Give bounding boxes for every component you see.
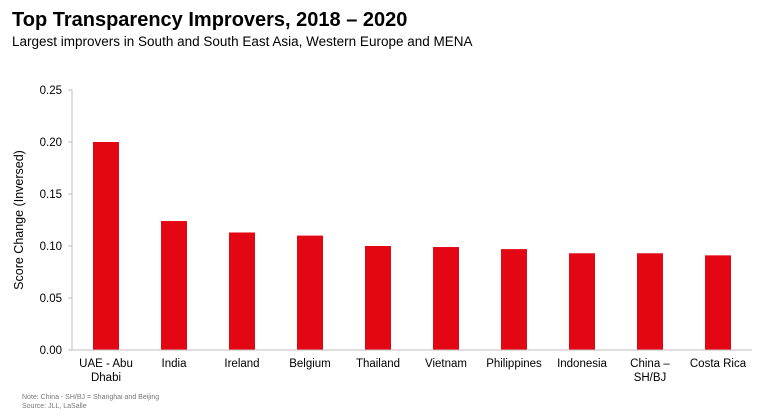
x-tick-label-line: Philippines — [486, 358, 542, 370]
x-tick-label: Philippines — [486, 358, 542, 370]
x-tick-label-line: Dhabi — [91, 372, 121, 384]
x-tick-label: Indonesia — [557, 358, 607, 370]
bar-costa-rica — [705, 255, 731, 350]
x-tick-label-line: India — [162, 358, 188, 370]
x-tick-label-line: SH/BJ — [634, 372, 667, 384]
bar-vietnam — [433, 247, 459, 350]
y-tick-label: 0.25 — [40, 85, 62, 97]
x-tick-label-line: Thailand — [356, 358, 400, 370]
bar-belgium — [297, 235, 323, 350]
bar-china-sh-bj — [637, 253, 663, 350]
bar-ireland — [229, 232, 255, 350]
x-tick-label-line: Vietnam — [425, 358, 467, 370]
footnotes: Note: China - SH/BJ = Shanghai and Beiji… — [22, 393, 159, 411]
chart-title: Top Transparency Improvers, 2018 – 2020 — [12, 9, 408, 31]
x-tick-label-line: Ireland — [224, 358, 259, 370]
source-text: Source: JLL, LaSalle — [22, 403, 87, 410]
x-tick-label: Costa Rica — [690, 358, 747, 370]
chart-subtitle: Largest improvers in South and South Eas… — [12, 34, 473, 49]
x-tick-label: Thailand — [356, 358, 400, 370]
bars — [93, 142, 731, 350]
bar-chart: 0.00 0.05 0.10 0.15 0.20 0.25 Score Change (In… — [12, 85, 752, 384]
note-text: Note: China - SH/BJ = Shanghai and Beiji… — [22, 394, 160, 401]
x-tick-label-line: Costa Rica — [690, 358, 747, 370]
y-tick-label: 0.10 — [40, 241, 62, 253]
y-axis-title: Score Change (Inversed) — [12, 150, 26, 290]
bar-india — [161, 221, 187, 350]
bar-philippines — [501, 249, 527, 350]
x-tick-label-line: Indonesia — [557, 358, 607, 370]
y-tick-label: 0.00 — [40, 345, 62, 357]
bar-indonesia — [569, 253, 595, 350]
x-axis: UAE - Abu Dhabi India Ireland Belgium Thailan… — [72, 349, 752, 384]
x-tick-label: China – SH/BJ — [630, 358, 670, 384]
bar-uae-abu-dhabi — [93, 142, 119, 350]
x-tick-label: Belgium — [289, 358, 331, 370]
x-tick-label-line: China – — [630, 358, 670, 370]
x-tick-label: Vietnam — [425, 358, 467, 370]
x-tick-label-line: UAE - Abu — [79, 358, 133, 370]
y-tick-label: 0.15 — [40, 189, 62, 201]
x-tick-label: India — [162, 358, 188, 370]
y-axis: 0.00 0.05 0.10 0.15 0.20 0.25 Score Change (In… — [12, 85, 73, 357]
x-tick-label: UAE - Abu Dhabi — [79, 358, 133, 384]
x-tick-label: Ireland — [224, 358, 259, 370]
bar-thailand — [365, 246, 391, 350]
x-tick-label-line: Belgium — [289, 358, 331, 370]
y-tick-label: 0.20 — [40, 137, 62, 149]
y-tick-label: 0.05 — [40, 293, 62, 305]
